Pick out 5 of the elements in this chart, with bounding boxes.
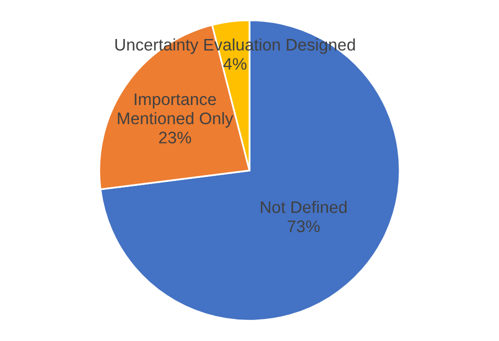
data-label: 23% <box>159 132 192 144</box>
data-label: 73% <box>288 220 320 232</box>
slice-label: Not Defined <box>260 200 347 214</box>
slice-label: Importance Mentioned Only <box>118 94 234 128</box>
data-label: 4% <box>223 58 246 70</box>
